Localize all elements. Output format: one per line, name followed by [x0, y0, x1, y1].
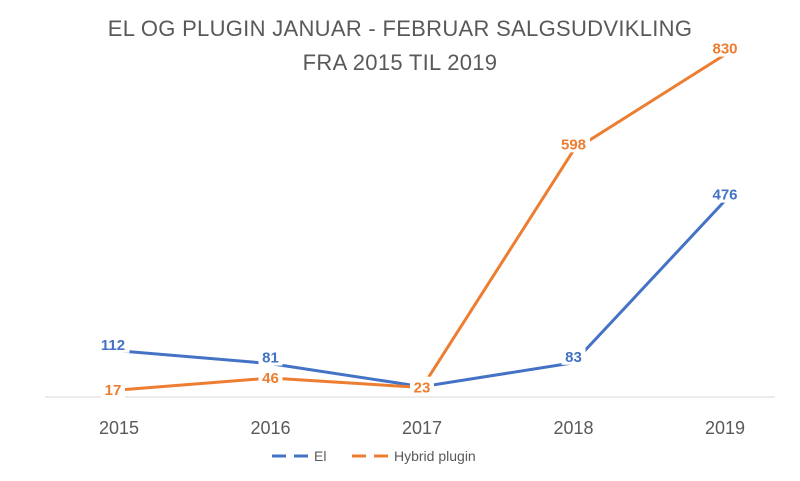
series-line-hybrid-plugin [117, 53, 727, 392]
x-tick-label: 2015 [99, 418, 139, 438]
data-label: 81 [262, 350, 279, 367]
legend-label-el: El [314, 448, 326, 464]
data-label: 46 [262, 370, 279, 387]
legend-label-hybrid-plugin: Hybrid plugin [394, 448, 476, 464]
x-tick-label: 2019 [705, 418, 745, 438]
data-label-bg [410, 377, 434, 396]
data-label-bg [708, 38, 742, 57]
data-label: 83 [565, 349, 582, 366]
data-label-bg [101, 379, 125, 398]
data-label-bg [258, 368, 283, 387]
data-label: 830 [712, 41, 737, 58]
series-line-el [117, 199, 727, 389]
data-label-bg [258, 347, 283, 366]
data-label-bg [561, 346, 586, 365]
data-label: 476 [712, 187, 737, 204]
data-label: 17 [105, 382, 122, 399]
x-tick-label: 2017 [402, 418, 442, 438]
data-label-bg [708, 184, 742, 203]
data-label-bg [96, 334, 130, 353]
data-label: 23 [414, 380, 431, 397]
data-label: 112 [101, 337, 125, 354]
data-label: 598 [561, 136, 586, 153]
x-tick-label: 2018 [553, 418, 593, 438]
chart-title-line-1: EL OG PLUGIN JANUAR - FEBRUAR SALGSUDVIK… [107, 16, 693, 41]
x-tick-label: 2016 [250, 418, 290, 438]
chart-title-line-2: FRA 2015 TIL 2019 [302, 50, 498, 75]
data-label-bg [557, 134, 590, 153]
